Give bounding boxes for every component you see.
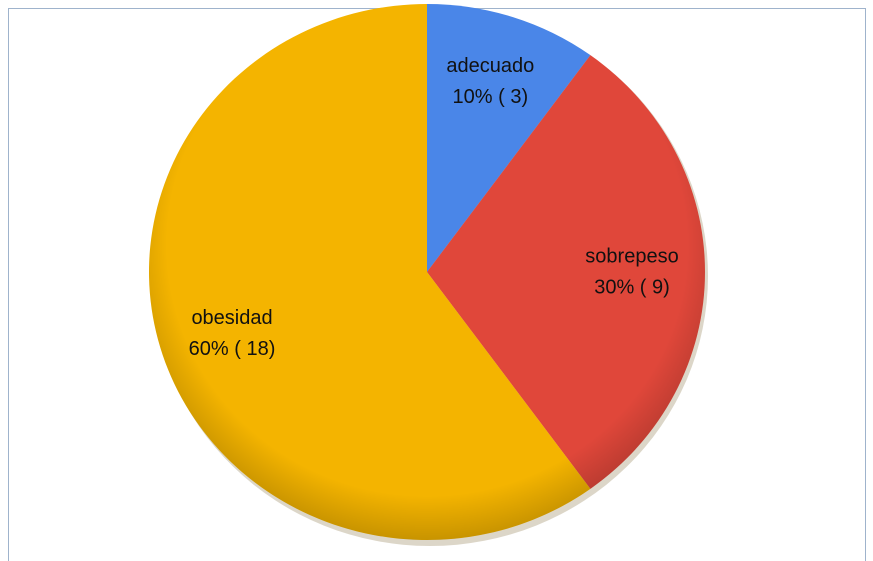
- slice-value-label: 10% ( 3): [453, 86, 529, 108]
- slice-value-label: 60% ( 18): [189, 338, 276, 360]
- slice-name: sobrepeso: [585, 245, 678, 267]
- slice-value-label: 30% ( 9): [594, 276, 670, 298]
- labels: adecuado 10% ( 3) sobrepeso 30% ( 9) obesida…: [189, 55, 679, 360]
- pie: [148, 4, 705, 541]
- slice-name: adecuado: [446, 55, 534, 77]
- slice-name: obesidad: [191, 307, 272, 329]
